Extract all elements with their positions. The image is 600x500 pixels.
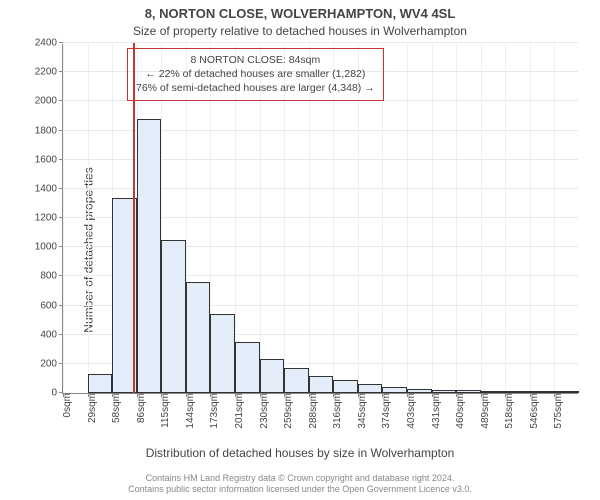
xtick-label: 316sqm [330,393,343,429]
histogram-bar [309,376,334,394]
ytick-label: 1200 [35,213,63,224]
gridline-v [481,44,482,393]
gridline-v [63,44,64,393]
ytick-label: 1400 [35,183,63,194]
xtick-mark [554,393,555,397]
xtick-label: 403sqm [404,393,417,429]
xtick-label: 460sqm [453,393,466,429]
xtick-mark [186,393,187,397]
chart-container: 8, NORTON CLOSE, WOLVERHAMPTON, WV4 4SL … [0,0,600,500]
annot-line1: 8 NORTON CLOSE: 84sqm [136,53,375,67]
xtick-label: 575sqm [551,393,564,429]
annotation-box: 8 NORTON CLOSE: 84sqm← 22% of detached h… [127,48,384,101]
xtick-mark [309,393,310,397]
gridline-v [554,44,555,393]
xtick-label: 29sqm [85,393,98,423]
xtick-label: 345sqm [355,393,368,429]
ytick-label: 400 [40,329,63,340]
ytick-label: 2000 [35,96,63,107]
xtick-mark [63,393,64,397]
gridline-h [63,42,578,43]
ytick-label: 1800 [35,125,63,136]
xtick-mark [161,393,162,397]
xtick-mark [88,393,89,397]
histogram-bar [358,384,383,393]
xtick-label: 115sqm [158,393,171,428]
annot-line2: ← 22% of detached houses are smaller (1,… [136,67,375,81]
xtick-mark [235,393,236,397]
histogram-bar [260,359,285,393]
xtick-label: 259sqm [281,393,294,429]
histogram-bar [284,368,309,393]
title: 8, NORTON CLOSE, WOLVERHAMPTON, WV4 4SL [0,6,600,21]
xtick-mark [284,393,285,397]
xtick-label: 288sqm [306,393,319,429]
xtick-mark [530,393,531,397]
xtick-mark [382,393,383,397]
annot-line3: 76% of semi-detached houses are larger (… [136,81,375,95]
xtick-mark [407,393,408,397]
gridline-v [456,44,457,393]
xtick-label: 518sqm [502,393,515,429]
gridline-v [407,44,408,393]
xtick-mark [358,393,359,397]
gridline-v [432,44,433,393]
ytick-mark [59,42,63,43]
ytick-label: 1000 [35,242,63,253]
histogram-bar [210,314,235,393]
xtick-label: 489sqm [478,393,491,429]
subtitle: Size of property relative to detached ho… [0,24,600,38]
xtick-mark [481,393,482,397]
histogram-bar [235,342,260,393]
gridline-v [530,44,531,393]
xtick-label: 431sqm [429,393,442,429]
xtick-mark [333,393,334,397]
xtick-mark [505,393,506,397]
xtick-mark [210,393,211,397]
xtick-label: 86sqm [134,393,147,423]
xtick-mark [432,393,433,397]
xtick-mark [137,393,138,397]
ytick-label: 2400 [35,38,63,49]
xtick-label: 173sqm [207,393,220,429]
xtick-mark [260,393,261,397]
gridline-v [505,44,506,393]
x-axis-label: Distribution of detached houses by size … [0,446,600,460]
ytick-label: 2200 [35,67,63,78]
attribution-line2: Contains public sector information licen… [0,484,600,496]
gridline-v [88,44,89,393]
ytick-label: 200 [40,358,63,369]
ytick-label: 1600 [35,154,63,165]
xtick-label: 230sqm [257,393,270,429]
ytick-label: 600 [40,300,63,311]
xtick-label: 58sqm [109,393,122,423]
histogram-bar [333,380,358,393]
xtick-label: 546sqm [527,393,540,429]
ytick-label: 800 [40,271,63,282]
xtick-label: 201sqm [232,393,245,429]
attribution-line1: Contains HM Land Registry data © Crown c… [0,473,600,485]
xtick-label: 0sqm [60,393,73,417]
xtick-mark [112,393,113,397]
histogram-bar [88,374,113,393]
histogram-bar [161,240,186,393]
xtick-label: 374sqm [379,393,392,429]
histogram-bar [186,282,211,393]
xtick-mark [456,393,457,397]
xtick-label: 144sqm [183,393,196,429]
plot-area: 0200400600800100012001400160018002000220… [62,44,578,394]
attribution: Contains HM Land Registry data © Crown c… [0,473,600,496]
histogram-bar [137,119,162,393]
